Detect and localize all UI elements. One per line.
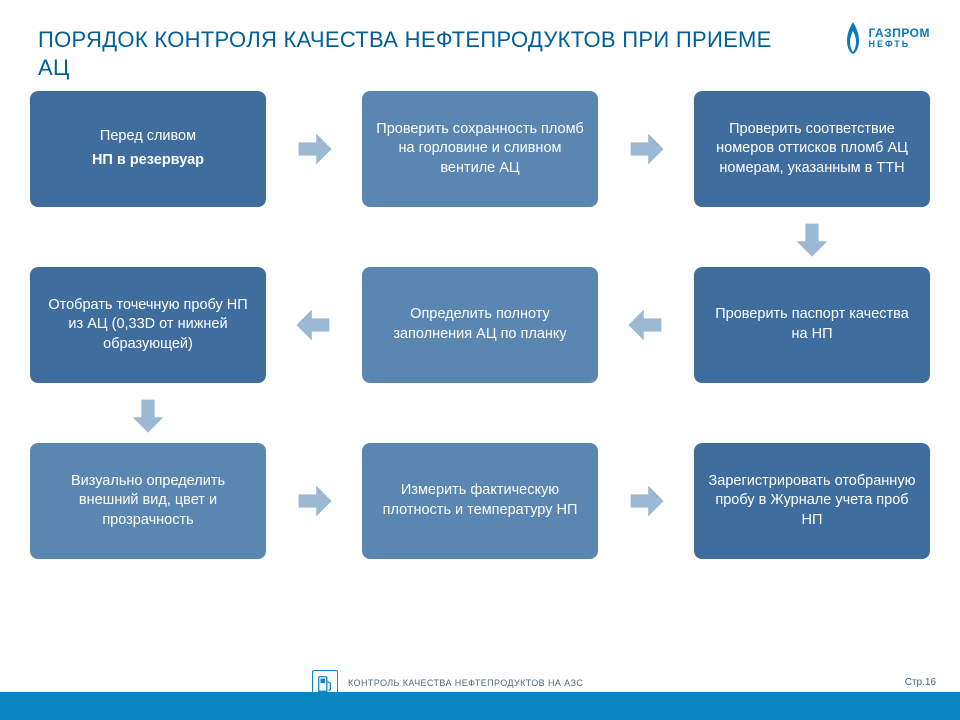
flow-node: Зарегистрировать отобранную пробу в Журн… xyxy=(694,443,930,559)
flow-node: Проверить соответствие номеров оттисков … xyxy=(694,91,930,207)
flowchart: Перед сливом НП в резервуар Проверить со… xyxy=(0,87,960,559)
footer-bar xyxy=(0,692,960,720)
page-title: ПОРЯДОК КОНТРОЛЯ КАЧЕСТВА НЕФТЕПРОДУКТОВ… xyxy=(38,26,798,81)
brand-logo: ГАЗПРОМ НЕФТЬ xyxy=(842,20,930,56)
arrow-left-icon xyxy=(616,303,676,347)
flow-node: Проверить сохранность пломб на горловине… xyxy=(362,91,598,207)
flow-node: Определить полноту заполнения АЦ по план… xyxy=(362,267,598,383)
flame-icon xyxy=(842,20,864,56)
node-text: Зарегистрировать отобранную пробу в Журн… xyxy=(708,472,916,531)
node-text: Перед сливом xyxy=(44,127,252,147)
arrow-left-icon xyxy=(284,303,344,347)
flow-node: Отобрать точечную пробу НП из АЦ (0,33D … xyxy=(30,267,266,383)
connector-cell xyxy=(30,215,266,267)
connector-cell xyxy=(362,215,598,267)
connector-cell xyxy=(694,391,930,443)
logo-text-top: ГАЗПРОМ xyxy=(868,27,930,40)
node-text: Проверить сохранность пломб на горловине… xyxy=(376,120,584,179)
flow-node: Визуально определить внешний вид, цвет и… xyxy=(30,443,266,559)
arrow-right-icon xyxy=(616,479,676,523)
arrow-down-icon xyxy=(126,393,170,442)
arrow-down-icon xyxy=(790,217,834,266)
footer-caption: КОНТРОЛЬ КАЧЕСТВА НЕФТЕПРОДУКТОВ НА АЗС xyxy=(348,678,583,688)
node-text: Измерить фактическую плотность и темпера… xyxy=(376,481,584,520)
connector-cell xyxy=(30,391,266,443)
connector-cell xyxy=(362,391,598,443)
flow-row: Перед сливом НП в резервуар Проверить со… xyxy=(30,91,930,207)
node-text-bold: НП в резервуар xyxy=(44,151,252,171)
footer: КОНТРОЛЬ КАЧЕСТВА НЕФТЕПРОДУКТОВ НА АЗС … xyxy=(0,678,960,720)
connector-cell xyxy=(694,215,930,267)
logo-text-sub: НЕФТЬ xyxy=(868,40,930,49)
arrow-right-icon xyxy=(284,479,344,523)
arrow-right-icon xyxy=(284,127,344,171)
flow-row: Визуально определить внешний вид, цвет и… xyxy=(30,443,930,559)
flow-node: Измерить фактическую плотность и темпера… xyxy=(362,443,598,559)
flow-node: Перед сливом НП в резервуар xyxy=(30,91,266,207)
node-text: Отобрать точечную пробу НП из АЦ (0,33D … xyxy=(44,296,252,355)
node-text: Визуально определить внешний вид, цвет и… xyxy=(44,472,252,531)
node-text: Определить полноту заполнения АЦ по план… xyxy=(376,305,584,344)
flow-connector-row xyxy=(30,391,930,443)
flow-node: Проверить паспорт качества на НП xyxy=(694,267,930,383)
node-text: Проверить соответствие номеров оттисков … xyxy=(708,120,916,179)
node-text: Проверить паспорт качества на НП xyxy=(708,305,916,344)
arrow-right-icon xyxy=(616,127,676,171)
flow-row: Отобрать точечную пробу НП из АЦ (0,33D … xyxy=(30,267,930,383)
flow-connector-row xyxy=(30,215,930,267)
page-number: Стр.16 xyxy=(905,677,936,688)
